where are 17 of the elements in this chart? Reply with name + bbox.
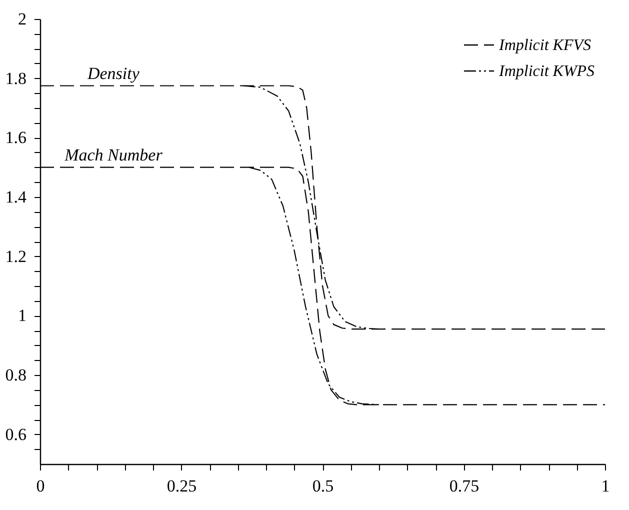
y-tick-label: 1.4 — [5, 188, 27, 206]
legend-label: Implicit KWPS — [498, 63, 595, 80]
x-tick-label: 0.5 — [312, 476, 334, 496]
x-tick-label: 1 — [601, 476, 610, 496]
y-tick-label: 0.6 — [5, 424, 26, 444]
annotation: Density — [86, 64, 140, 83]
x-tick-label: 0.75 — [449, 476, 480, 496]
y-tick-label: 1.6 — [5, 128, 26, 148]
x-tick-label: 0 — [36, 476, 45, 496]
legend-label: Implicit KFVS — [498, 37, 591, 54]
y-tick-label: 1 — [18, 306, 26, 326]
y-tick-label: 2 — [18, 10, 26, 28]
y-tick-label: 0.8 — [5, 366, 26, 384]
y-tick-label: 1.8 — [5, 68, 26, 88]
x-tick-label: 0.25 — [166, 476, 197, 496]
y-tick-label: 1.2 — [5, 246, 26, 266]
annotation: Mach Number — [64, 145, 163, 164]
